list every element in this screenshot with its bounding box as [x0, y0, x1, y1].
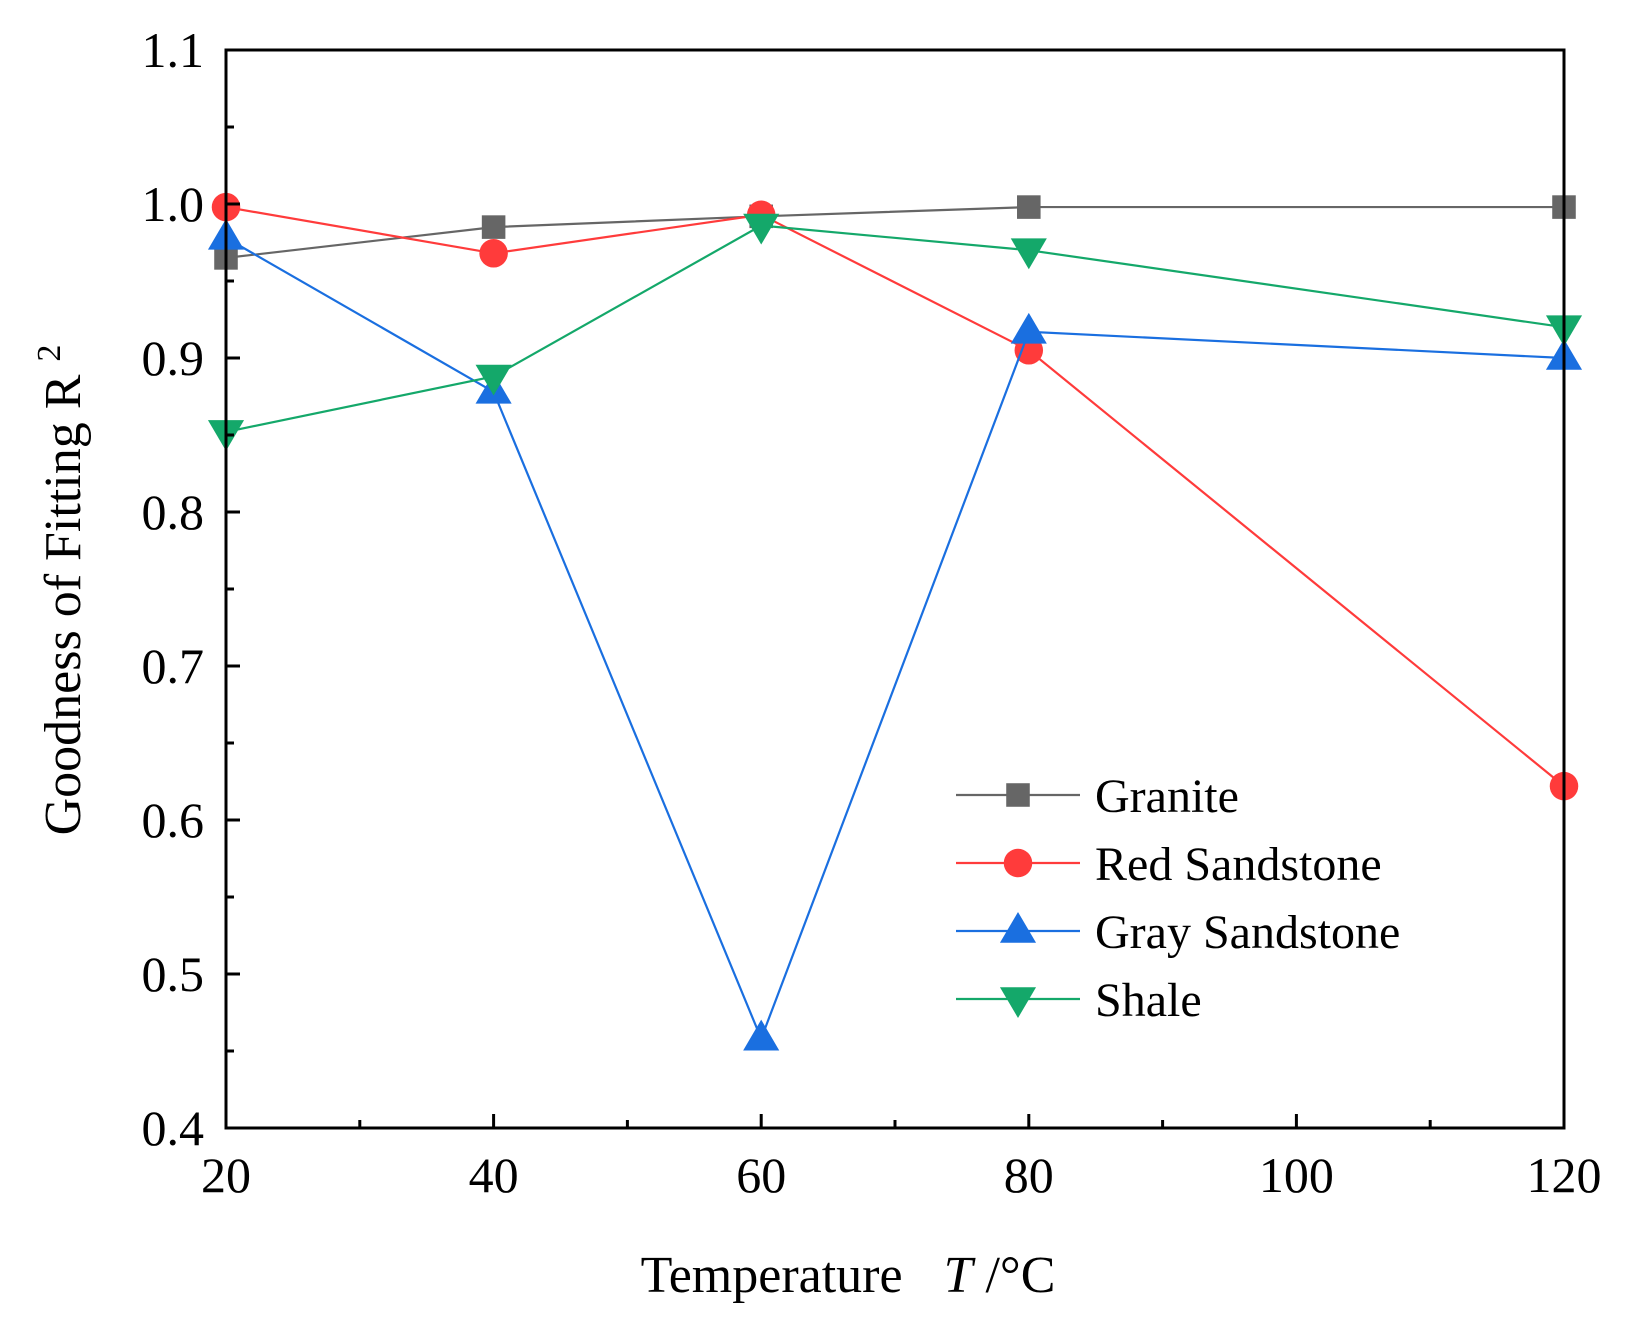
x-axis-title-unit: /°C — [985, 1247, 1055, 1304]
y-axis-title: Goodness of Fitting R 2 — [31, 345, 92, 836]
legend-item: Granite — [956, 770, 1239, 823]
x-tick-label: 100 — [1259, 1147, 1334, 1203]
data-point — [743, 213, 780, 245]
series-line — [225, 205, 1565, 787]
x-axis-title-prefix: Temperature — [641, 1247, 903, 1304]
data-point — [481, 215, 506, 239]
legend: Granite Red Sandstone Gray Sandstone Shale — [956, 770, 1400, 1027]
y-tick-label: 0.5 — [142, 946, 205, 1002]
y-tick-label: 0.7 — [142, 638, 205, 694]
x-tick-label: 120 — [1527, 1147, 1602, 1203]
series-red-sandstone — [211, 192, 1579, 801]
axes: 20 40 60 80 100 120 0.4 0.5 0.6 0.7 0.8 0.9 1.0 1.1 — [142, 22, 1602, 1203]
legend-label: Red Sandstone — [1095, 838, 1382, 891]
series-gray-sandstone — [207, 218, 1583, 1051]
legend-item: Gray Sandstone — [956, 906, 1400, 959]
legend-label: Granite — [1095, 770, 1239, 823]
x-tick-label: 80 — [1004, 1147, 1054, 1203]
y-axis-title-superscript: 2 — [31, 345, 68, 362]
series-line — [225, 224, 1565, 433]
x-axis-title: Temperature T /°C — [641, 1247, 1056, 1304]
legend-label: Shale — [1095, 974, 1202, 1027]
legend-item: Shale — [956, 974, 1202, 1027]
x-tick-label: 20 — [201, 1147, 251, 1203]
data-point — [1010, 312, 1047, 344]
y-axis-title-text: Goodness of Fitting R — [35, 374, 92, 835]
y-tick-label: 0.9 — [142, 330, 205, 386]
legend-marker — [999, 912, 1037, 943]
legend-marker — [1003, 848, 1033, 878]
x-tick-label: 60 — [736, 1147, 786, 1203]
x-tick-label: 40 — [469, 1147, 519, 1203]
legend-label: Gray Sandstone — [1095, 906, 1400, 959]
series-line — [225, 205, 1564, 259]
y-tick-label: 1.1 — [142, 22, 205, 78]
plot-area — [207, 192, 1583, 1051]
y-tick-label: 0.6 — [142, 792, 205, 848]
legend-marker — [999, 987, 1037, 1018]
series-shale — [207, 213, 1583, 451]
y-tick-label: 0.8 — [142, 484, 205, 540]
data-point — [479, 239, 508, 268]
series-granite — [214, 195, 1576, 270]
x-axis-title-variable: T — [944, 1247, 976, 1304]
y-tick-label: 0.4 — [142, 1100, 205, 1156]
data-point — [743, 1019, 780, 1051]
data-point — [1010, 238, 1047, 270]
data-point — [1017, 195, 1041, 219]
legend-marker — [1006, 783, 1030, 807]
data-point — [475, 364, 512, 396]
y-tick-label: 1.0 — [142, 176, 205, 232]
legend-item: Red Sandstone — [956, 838, 1382, 891]
